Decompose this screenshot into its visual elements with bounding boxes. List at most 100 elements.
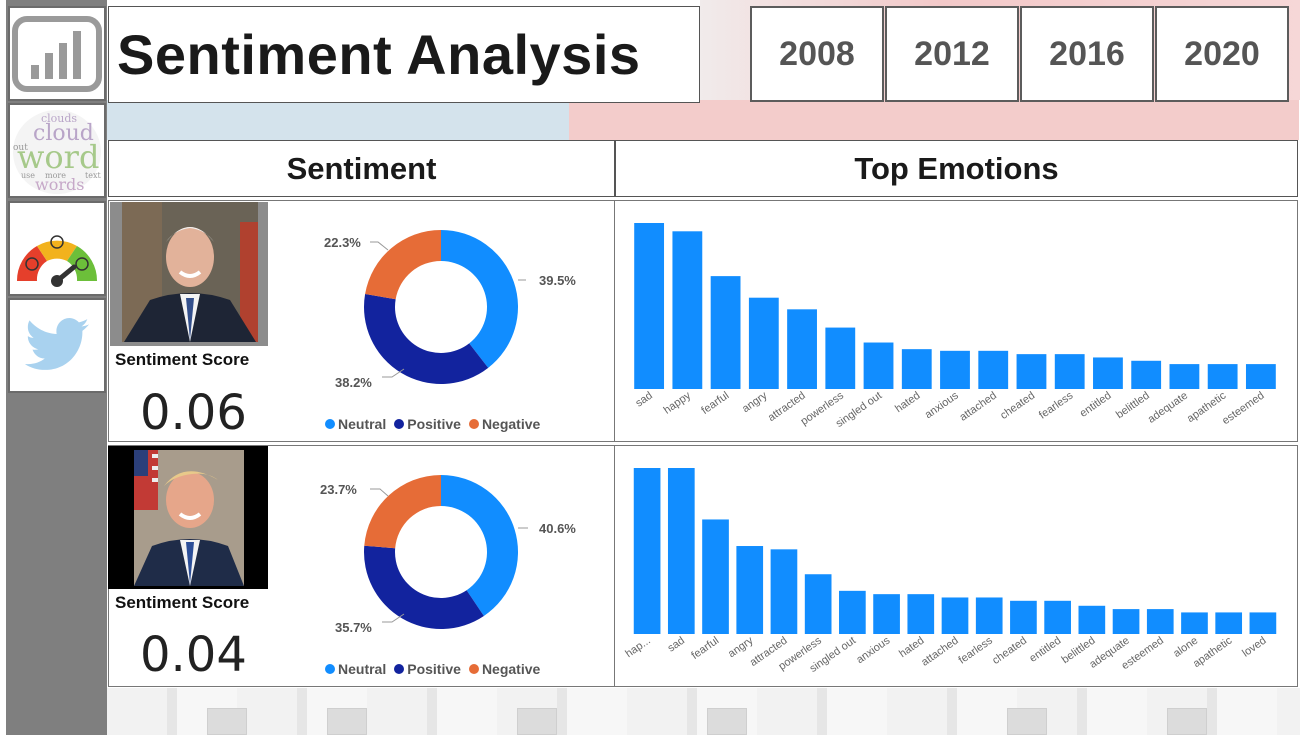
year-button-2016[interactable]: 2016 [1020, 6, 1154, 102]
emotion-axis-label: happy [662, 389, 694, 416]
donut-slice-negative[interactable] [364, 475, 441, 549]
emotion-axis-label: entitled [1027, 635, 1063, 665]
flag-band-blue [107, 100, 569, 140]
candidate-photo-row-1 [110, 202, 268, 346]
nav-word-cloud-button[interactable]: clouds cloud word words use more text ou… [8, 103, 106, 198]
legend-neutral: Neutral [325, 416, 386, 432]
sentiment-section-header: Sentiment [108, 140, 615, 197]
emotion-bar[interactable] [1016, 354, 1047, 389]
sentiment-donut-chart-row-1: 39.5% 22.3% 38.2% [324, 230, 576, 390]
legend-negative: Negative [468, 661, 540, 677]
emotion-bar[interactable] [1169, 364, 1200, 389]
emotion-bar[interactable] [907, 594, 935, 634]
emotion-axis-label: attached [958, 390, 999, 424]
donut-label-neutral: 40.6% [539, 521, 576, 536]
emotion-bar[interactable] [940, 350, 970, 389]
report-title-box: Sentiment Analysis [108, 6, 700, 103]
emotion-axis-label: fearless [956, 634, 995, 666]
emotion-axis-label: fearful [689, 635, 721, 662]
emotion-bar[interactable] [736, 546, 764, 634]
sentiment-score-value-row-2: 0.04 [140, 627, 247, 683]
year-button-2020[interactable]: 2020 [1155, 6, 1289, 102]
emotion-axis-label: loved [1240, 635, 1268, 660]
year-button-2008[interactable]: 2008 [750, 6, 884, 102]
emotion-axis-label: sad [633, 390, 654, 410]
emotion-bar[interactable] [770, 549, 798, 634]
emotion-bar[interactable] [941, 597, 969, 634]
emotion-bar[interactable] [672, 231, 703, 389]
emotion-bar[interactable] [634, 223, 665, 389]
donut-slice-positive[interactable] [364, 293, 489, 384]
svg-text:text: text [85, 171, 101, 180]
emotion-bar[interactable] [1112, 609, 1140, 634]
emotion-bar[interactable] [1181, 612, 1208, 634]
emotion-bar[interactable] [825, 327, 856, 389]
donut-slice-positive[interactable] [364, 545, 484, 629]
svg-text:words: words [35, 175, 84, 194]
emotion-axis-label: entitled [1078, 390, 1114, 420]
emotion-bar[interactable] [748, 297, 779, 389]
emotion-axis-label: adequate [1146, 390, 1190, 426]
emotion-bar[interactable] [1146, 609, 1174, 634]
donut-label-positive: 35.7% [335, 620, 372, 635]
donut-label-negative: 22.3% [324, 235, 361, 250]
emotions-section-header: Top Emotions [615, 140, 1298, 197]
emotion-axis-label: cheated [998, 390, 1037, 422]
legend-positive: Positive [394, 661, 461, 677]
nav-report-button[interactable] [8, 6, 106, 101]
emotion-bar[interactable] [1010, 600, 1037, 634]
svg-text:out: out [13, 143, 28, 153]
emotion-bar[interactable] [839, 590, 866, 634]
emotion-axis-label: attached [919, 635, 960, 669]
legend-negative: Negative [468, 416, 540, 432]
emotion-bar[interactable] [804, 574, 832, 634]
emotion-bar[interactable] [702, 519, 729, 634]
emotion-bar[interactable] [901, 349, 932, 389]
nav-twitter-button[interactable] [8, 298, 106, 393]
emotion-bar[interactable] [787, 309, 817, 389]
svg-text:word: word [17, 138, 99, 176]
emotion-axis-label: angry [740, 389, 770, 415]
emotion-bar[interactable] [633, 468, 661, 634]
emotion-bar[interactable] [863, 342, 894, 389]
sentiment-donut-chart-row-2: 40.6% 23.7% 35.7% [320, 475, 576, 635]
emotion-bar[interactable] [1215, 612, 1243, 634]
sentiment-score-label-row-2: Sentiment Score [115, 593, 250, 612]
legend-positive: Positive [394, 416, 461, 432]
donut-slice-negative[interactable] [365, 230, 441, 300]
footer-background-whitehouse [107, 688, 1300, 735]
sentiment-gauge-icon [16, 234, 98, 287]
donut-label-neutral: 39.5% [539, 273, 576, 288]
donut-slice-neutral[interactable] [441, 230, 518, 368]
emotion-bar[interactable] [1044, 600, 1071, 634]
emotion-axis-label: cheated [990, 635, 1029, 667]
emotion-axis-label: hated [893, 390, 922, 416]
emotion-bar[interactable] [1249, 612, 1277, 634]
emotion-bar[interactable] [710, 276, 741, 389]
svg-text:clouds: clouds [41, 112, 77, 125]
emotion-bar[interactable] [1093, 357, 1123, 389]
emotion-bar[interactable] [1207, 364, 1238, 389]
sentiment-legend-row-2: Neutral Positive Negative [325, 661, 540, 677]
emotion-bar[interactable] [873, 594, 900, 634]
sentiment-legend-row-1: Neutral Positive Negative [325, 416, 540, 432]
emotion-bar[interactable] [978, 350, 1009, 389]
emotion-axis-label: esteemed [1220, 390, 1266, 428]
emotion-axis-label: anxious [923, 389, 961, 421]
emotion-bar[interactable] [1131, 360, 1162, 389]
emotion-bar[interactable] [975, 597, 1003, 634]
emotion-axis-label: apathetic [1191, 634, 1235, 670]
page-title: Sentiment Analysis [117, 23, 641, 86]
emotion-bar[interactable] [1078, 605, 1106, 634]
emotion-bar[interactable] [1245, 364, 1276, 389]
svg-text:use: use [21, 171, 35, 180]
sentiment-score-value-row-1: 0.06 [140, 385, 247, 441]
emotions-bar-chart-row-2: hap... sad fearful angryattractedpowerlesss… [623, 468, 1277, 675]
emotion-bar[interactable] [1054, 354, 1085, 389]
emotion-bar[interactable] [667, 468, 695, 634]
flag-band-red [569, 100, 1299, 140]
year-button-2012[interactable]: 2012 [885, 6, 1019, 102]
nav-sentiment-button[interactable] [8, 201, 106, 296]
emotion-axis-label: fearful [699, 390, 731, 417]
donut-slice-neutral[interactable] [441, 475, 518, 616]
